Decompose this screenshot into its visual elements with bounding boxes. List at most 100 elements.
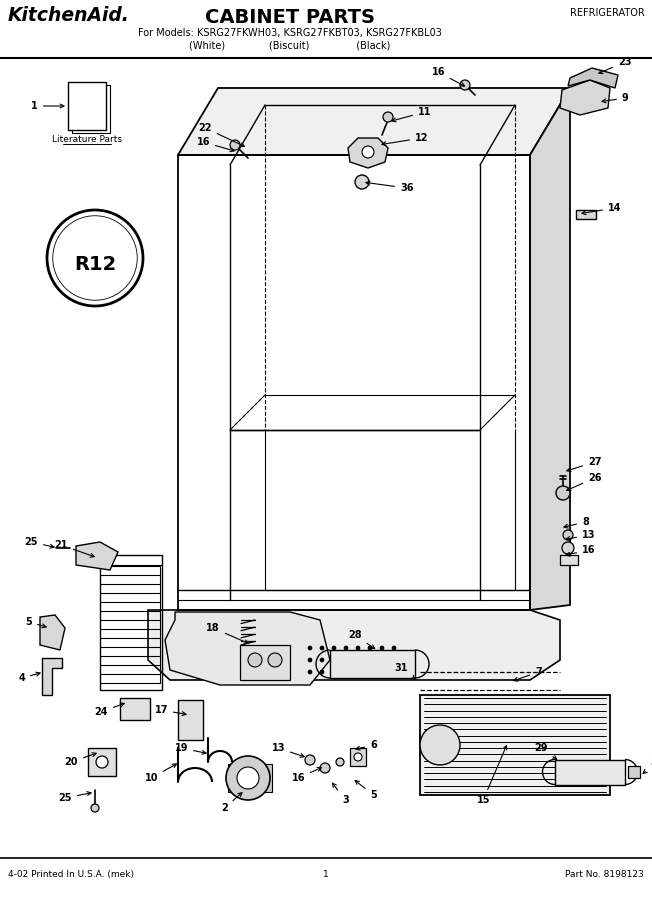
Circle shape	[226, 756, 270, 800]
Circle shape	[332, 646, 336, 650]
Text: 16: 16	[432, 67, 464, 86]
Circle shape	[392, 670, 396, 674]
Circle shape	[320, 763, 330, 773]
Circle shape	[356, 670, 360, 674]
Bar	[178, 700, 203, 740]
Bar	[100, 555, 162, 690]
Polygon shape	[560, 80, 610, 115]
Circle shape	[356, 646, 360, 650]
Text: 12: 12	[382, 133, 428, 146]
Circle shape	[380, 670, 384, 674]
Circle shape	[336, 758, 344, 766]
Text: 24: 24	[95, 703, 125, 717]
Text: 1: 1	[323, 870, 329, 879]
Circle shape	[308, 658, 312, 662]
Polygon shape	[76, 542, 118, 570]
Text: 17: 17	[155, 705, 186, 716]
Polygon shape	[40, 615, 65, 650]
Text: 22: 22	[198, 123, 244, 147]
Text: KitchenAid.: KitchenAid.	[8, 6, 130, 25]
Circle shape	[368, 670, 372, 674]
Circle shape	[305, 755, 315, 765]
Text: 28: 28	[348, 630, 375, 649]
Bar	[330, 650, 415, 678]
Text: 23: 23	[599, 57, 632, 74]
Circle shape	[320, 658, 324, 662]
Bar	[555, 760, 625, 785]
Polygon shape	[165, 612, 330, 685]
Text: 16: 16	[566, 545, 595, 556]
Circle shape	[556, 486, 570, 500]
Circle shape	[563, 530, 573, 540]
Text: 19: 19	[175, 743, 206, 754]
Circle shape	[96, 756, 108, 768]
Circle shape	[237, 767, 259, 789]
Text: 26: 26	[567, 473, 602, 491]
Circle shape	[460, 80, 470, 90]
Text: 11: 11	[392, 107, 432, 122]
Text: 5: 5	[355, 780, 377, 800]
Bar	[72, 85, 110, 133]
Text: Literature Parts: Literature Parts	[52, 135, 122, 144]
Polygon shape	[568, 68, 618, 88]
Circle shape	[344, 646, 348, 650]
Circle shape	[53, 216, 137, 301]
Circle shape	[308, 670, 312, 674]
Text: 7: 7	[514, 667, 542, 681]
Circle shape	[392, 646, 396, 650]
Text: 6: 6	[356, 740, 377, 750]
Circle shape	[368, 658, 372, 662]
Circle shape	[248, 653, 262, 667]
Text: R12: R12	[74, 255, 116, 274]
Text: 31: 31	[394, 663, 415, 680]
Text: REFRIGERATOR: REFRIGERATOR	[570, 8, 645, 18]
Polygon shape	[148, 610, 560, 680]
Text: 27: 27	[567, 457, 602, 472]
Text: 16: 16	[291, 768, 321, 783]
Text: 18: 18	[207, 623, 248, 644]
Text: 4: 4	[18, 672, 40, 683]
Text: 4-02 Printed In U.S.A. (mek): 4-02 Printed In U.S.A. (mek)	[8, 870, 134, 879]
Polygon shape	[178, 88, 570, 155]
Circle shape	[320, 670, 324, 674]
Text: 8: 8	[564, 517, 589, 528]
Circle shape	[320, 646, 324, 650]
Text: 30: 30	[643, 757, 652, 773]
Text: CABINET PARTS: CABINET PARTS	[205, 8, 375, 27]
Text: 9: 9	[602, 93, 629, 103]
Circle shape	[380, 658, 384, 662]
Text: 21: 21	[55, 540, 94, 557]
Text: 5: 5	[25, 617, 46, 627]
Text: 36: 36	[366, 181, 413, 193]
Text: 1: 1	[31, 101, 64, 111]
Circle shape	[47, 210, 143, 306]
Circle shape	[344, 670, 348, 674]
Text: 20: 20	[65, 752, 96, 767]
Circle shape	[562, 542, 574, 554]
Text: Part No. 8198123: Part No. 8198123	[565, 870, 644, 879]
Bar	[628, 766, 640, 778]
Circle shape	[230, 140, 240, 150]
Text: (White)              (Biscuit)               (Black): (White) (Biscuit) (Black)	[189, 40, 391, 50]
Circle shape	[332, 670, 336, 674]
Polygon shape	[530, 88, 570, 610]
Circle shape	[308, 646, 312, 650]
Text: 2: 2	[221, 793, 242, 813]
Text: 3: 3	[333, 783, 349, 805]
Circle shape	[268, 653, 282, 667]
Circle shape	[383, 112, 393, 122]
Bar	[228, 764, 242, 792]
Text: 29: 29	[535, 743, 557, 760]
Circle shape	[380, 646, 384, 650]
Bar	[258, 764, 272, 792]
Text: 14: 14	[582, 203, 621, 214]
Bar	[420, 695, 610, 795]
Circle shape	[420, 725, 460, 765]
Circle shape	[91, 804, 99, 812]
Polygon shape	[42, 658, 62, 695]
Text: 25: 25	[25, 537, 54, 548]
Circle shape	[368, 646, 372, 650]
Circle shape	[392, 658, 396, 662]
Bar	[576, 210, 596, 219]
Text: 13: 13	[566, 530, 595, 541]
